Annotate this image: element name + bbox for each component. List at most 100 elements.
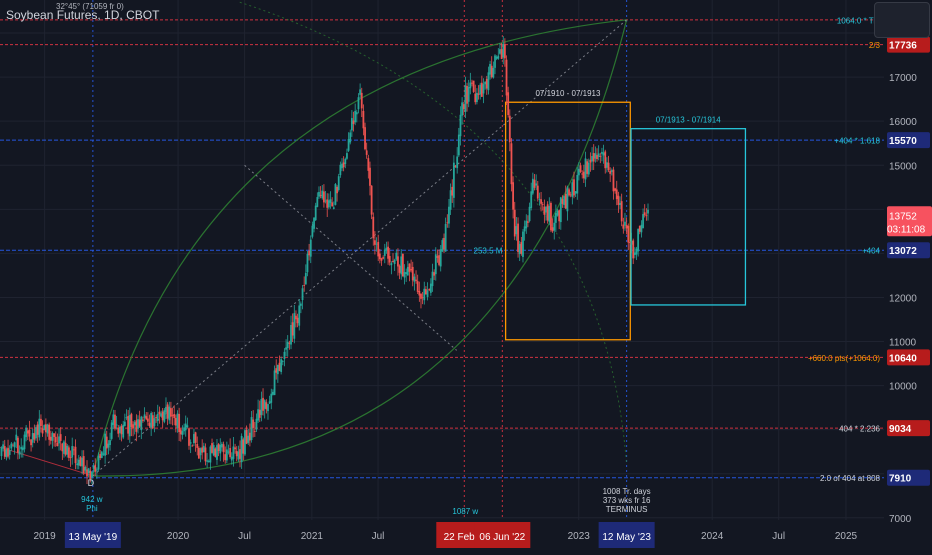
candle-body <box>530 191 533 208</box>
candle-body <box>408 263 411 272</box>
fan-diagonal <box>92 19 627 477</box>
candle-body <box>582 171 585 179</box>
candle-body <box>15 434 18 441</box>
candle-body <box>528 206 531 222</box>
candle-body <box>627 225 630 243</box>
candle-body <box>295 315 297 320</box>
cycle-box-label: 07/1913 - 07/1914 <box>656 116 721 125</box>
candle-body <box>375 243 378 245</box>
level-price-tag <box>887 242 930 259</box>
candle-body <box>500 49 503 59</box>
candle-body <box>138 419 141 427</box>
candle-body <box>497 55 500 59</box>
candle-body <box>142 419 144 421</box>
candle-body <box>247 435 250 443</box>
candle-body <box>150 413 153 428</box>
candle-body <box>319 194 322 196</box>
candle-body <box>133 422 136 426</box>
level-price-tag-label: 9034 <box>889 424 912 435</box>
candle-body <box>604 151 607 169</box>
candle-body <box>605 162 608 168</box>
candle-body <box>474 93 477 103</box>
candle-body <box>568 189 570 196</box>
candle-body <box>418 290 421 296</box>
candle-body <box>545 206 547 213</box>
candle-body <box>253 431 256 432</box>
time-tick-label: Jul <box>372 531 385 542</box>
candle-body <box>591 156 593 162</box>
candle-body <box>59 434 62 441</box>
candle-body <box>79 457 82 466</box>
candle-body <box>406 266 409 276</box>
candle-body <box>629 242 631 244</box>
candle-body <box>143 414 146 418</box>
candle-body <box>299 303 302 306</box>
candle-body <box>225 449 228 461</box>
candle-body <box>331 202 334 207</box>
candle-body <box>456 156 459 169</box>
candle-body <box>423 288 426 301</box>
candle-body <box>107 443 110 448</box>
candle-body <box>115 424 118 426</box>
candle-body <box>237 451 240 460</box>
candle-body <box>0 447 3 457</box>
candle-body <box>155 417 158 419</box>
current-price-label: 13752 <box>889 211 917 222</box>
candle-body <box>99 453 102 458</box>
candle-body <box>163 410 166 422</box>
candle-body <box>102 453 105 455</box>
candle-body <box>374 240 376 245</box>
candle-body <box>321 190 324 199</box>
candle-body <box>551 227 554 232</box>
candle-body <box>202 445 205 453</box>
candle-body <box>563 196 566 206</box>
candle-body <box>258 409 261 418</box>
candle-body <box>132 424 134 429</box>
chart-corner-button[interactable] <box>874 2 930 38</box>
candle-body <box>235 450 238 457</box>
candle-body <box>464 85 467 112</box>
candle-body <box>153 418 156 427</box>
candle-body <box>350 118 353 131</box>
candle-body <box>119 426 121 433</box>
candle-body <box>643 212 646 216</box>
candle-body <box>579 165 582 172</box>
candle-body <box>8 450 11 455</box>
candle-body <box>283 351 286 360</box>
level-price-tag <box>887 132 930 149</box>
level-label: +404 * 1.618 <box>834 137 880 146</box>
candle-body <box>166 404 169 419</box>
candle-body <box>421 297 424 299</box>
level-label: 2.0 of 404 at 808 <box>820 474 881 483</box>
candle-body <box>469 82 472 89</box>
candle-body <box>12 445 14 447</box>
candle-body <box>209 446 212 463</box>
level-price-tag <box>887 349 930 366</box>
candle-body <box>607 162 610 171</box>
candle-body <box>308 250 311 256</box>
symbol-title[interactable]: Soybean Futures, 1D, CBOT <box>6 8 160 22</box>
candle-body <box>383 249 386 256</box>
candle-body <box>184 423 187 431</box>
candle-body <box>31 433 34 443</box>
candle-body <box>647 209 649 214</box>
candle-body <box>360 92 363 109</box>
candle-body <box>181 431 184 435</box>
candle-body <box>536 185 539 199</box>
candle-body <box>461 102 464 116</box>
candle-body <box>428 289 431 291</box>
candle-body <box>276 365 279 375</box>
weeks-label: 1087 w <box>452 507 478 516</box>
candle-body <box>194 432 197 443</box>
candle-body <box>482 84 485 94</box>
candle-body <box>466 86 468 104</box>
candle-body <box>56 443 59 447</box>
candle-body <box>444 223 447 252</box>
candle-body <box>151 415 154 429</box>
candle-body <box>507 92 510 116</box>
candle-body <box>186 425 189 428</box>
candle-body <box>517 223 519 252</box>
candle-body <box>314 205 317 221</box>
